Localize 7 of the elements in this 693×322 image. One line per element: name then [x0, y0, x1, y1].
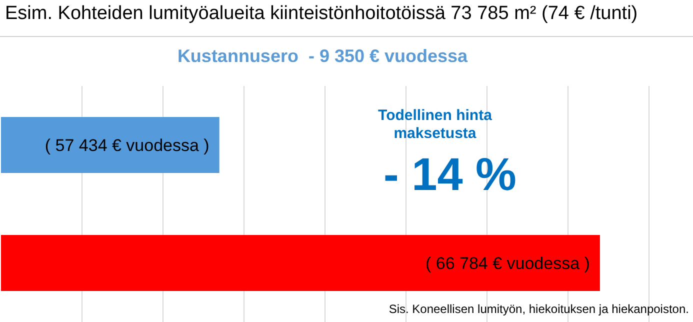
annotation: Sis. Koneellisen lumityön, hiekoituksen ja hiekanpoiston.: [388, 302, 689, 316]
annotation: Todellinen hinta maksetusta: [377, 107, 493, 143]
chart-title: Esim. Kohteiden lumityöalueita kiinteistönhoitotöissä 73 785 m² (74 € /tunti): [5, 3, 638, 25]
data-label: ( 57 434 € vuodessa ): [44, 136, 210, 156]
chart-subtitle: Kustannusero - 9 350 € vuodessa: [176, 46, 469, 67]
annotation: - 14 %: [382, 148, 518, 200]
data-label: ( 66 784 € vuodessa ): [425, 254, 590, 274]
